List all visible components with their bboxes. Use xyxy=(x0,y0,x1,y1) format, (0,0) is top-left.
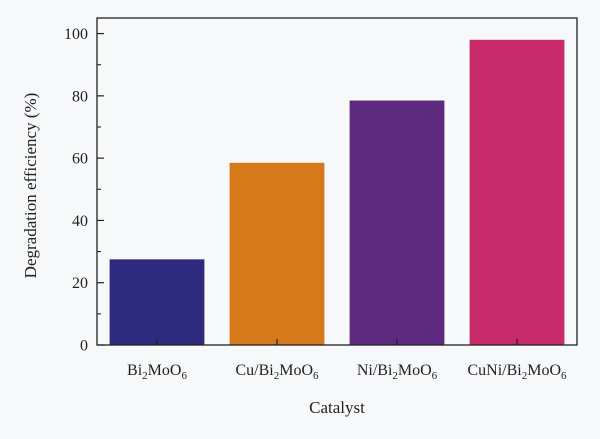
bar-3 xyxy=(349,100,445,346)
plot-frame xyxy=(96,17,578,346)
x-axis-ticks xyxy=(156,339,518,345)
y-tick-label-20: 20 xyxy=(72,275,88,292)
x-axis-title: Catalyst xyxy=(309,398,365,417)
bar-2 xyxy=(229,162,325,345)
x-category-label-3: Ni/Bi2MoO6 xyxy=(357,362,438,382)
bar-4 xyxy=(469,39,565,346)
x-category-label-2: Cu/Bi2MoO6 xyxy=(235,362,319,382)
y-tick-label-80: 80 xyxy=(72,88,88,105)
x-axis-category-labels: Bi2MoO6 Cu/Bi2MoO6 Ni/Bi2MoO6 CuNi/Bi2MoO6 xyxy=(127,362,567,382)
y-tick-label-40: 40 xyxy=(72,213,88,230)
y-tick-label-0: 0 xyxy=(80,338,88,355)
y-axis-title: Degradation efficiency (%) xyxy=(21,93,40,279)
bar-1 xyxy=(109,259,205,345)
y-tick-label-60: 60 xyxy=(72,151,88,168)
bars-group xyxy=(109,39,565,346)
x-category-label-1: Bi2MoO6 xyxy=(127,362,187,382)
x-category-label-4: CuNi/Bi2MoO6 xyxy=(467,362,567,382)
y-axis-ticks: 0 20 40 60 80 100 xyxy=(64,26,104,355)
y-tick-label-100: 100 xyxy=(64,26,88,43)
